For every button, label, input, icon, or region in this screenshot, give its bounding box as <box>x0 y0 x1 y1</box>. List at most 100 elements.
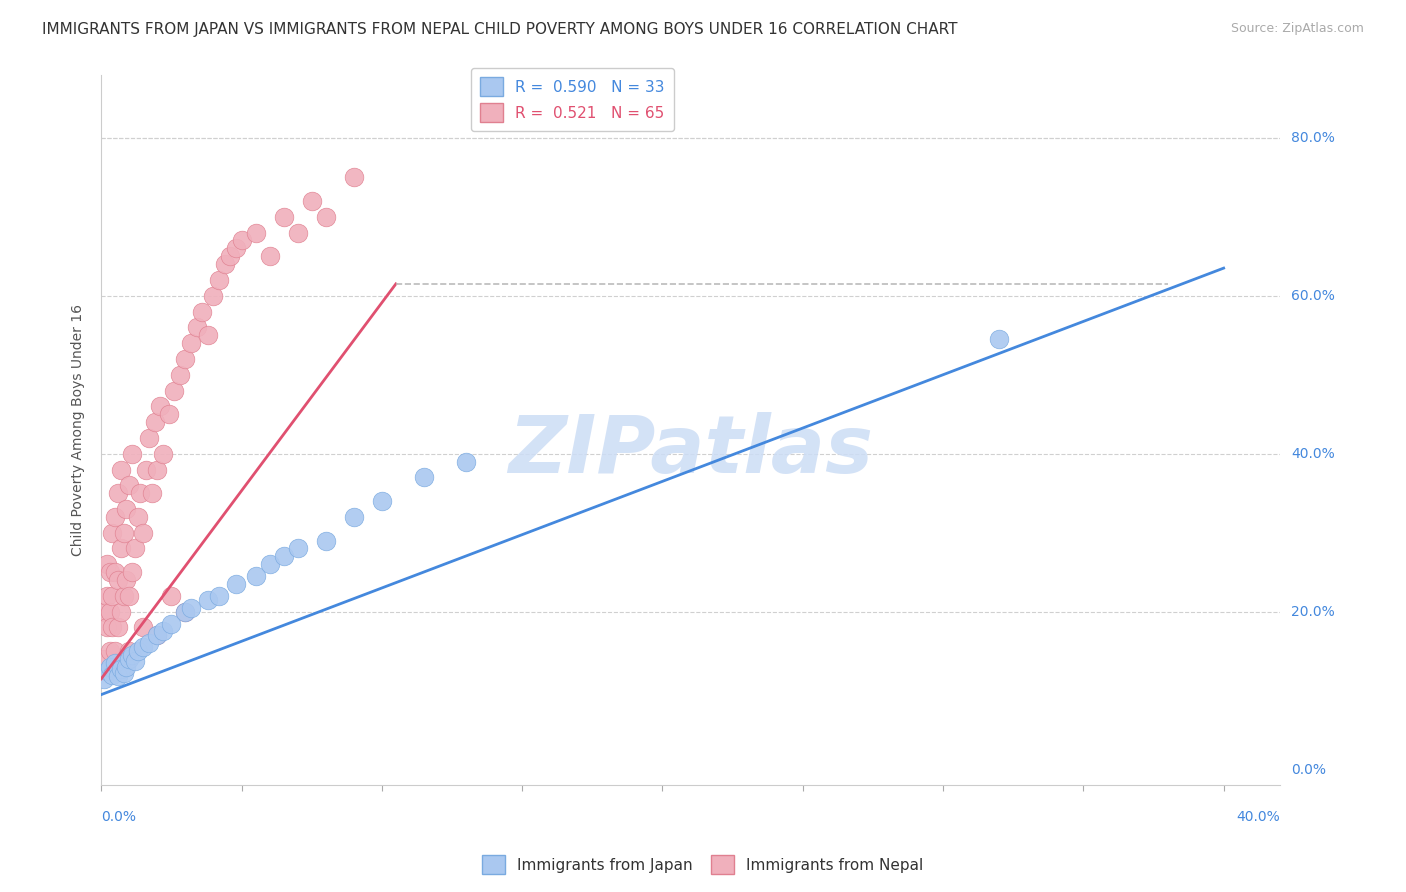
Point <box>121 447 143 461</box>
Point <box>101 620 124 634</box>
Point <box>141 486 163 500</box>
Point <box>132 640 155 655</box>
Point <box>202 289 225 303</box>
Point <box>98 644 121 658</box>
Point <box>101 525 124 540</box>
Point <box>273 210 295 224</box>
Point <box>112 589 135 603</box>
Point <box>104 644 127 658</box>
Point <box>191 304 214 318</box>
Point <box>225 577 247 591</box>
Point <box>124 541 146 556</box>
Point <box>149 400 172 414</box>
Point <box>96 558 118 572</box>
Text: Source: ZipAtlas.com: Source: ZipAtlas.com <box>1230 22 1364 36</box>
Point <box>174 605 197 619</box>
Point <box>160 589 183 603</box>
Point <box>115 660 138 674</box>
Point <box>245 226 267 240</box>
Point <box>301 194 323 208</box>
Point <box>169 368 191 382</box>
Point <box>146 462 169 476</box>
Point <box>152 624 174 639</box>
Point <box>107 669 129 683</box>
Point <box>132 525 155 540</box>
Point <box>121 565 143 579</box>
Point <box>157 407 180 421</box>
Point <box>225 241 247 255</box>
Point <box>115 573 138 587</box>
Point <box>118 652 141 666</box>
Point <box>197 592 219 607</box>
Text: 0.0%: 0.0% <box>1291 763 1326 777</box>
Point <box>163 384 186 398</box>
Point <box>110 661 132 675</box>
Text: 20.0%: 20.0% <box>1291 605 1334 619</box>
Point <box>231 234 253 248</box>
Point <box>110 605 132 619</box>
Point <box>214 257 236 271</box>
Point <box>208 273 231 287</box>
Point <box>143 415 166 429</box>
Text: 40.0%: 40.0% <box>1291 447 1334 461</box>
Point <box>343 170 366 185</box>
Point <box>124 654 146 668</box>
Point <box>93 652 115 666</box>
Point <box>121 648 143 662</box>
Point <box>160 616 183 631</box>
Point <box>127 509 149 524</box>
Point <box>988 332 1011 346</box>
Point <box>96 664 118 678</box>
Point <box>146 628 169 642</box>
Text: IMMIGRANTS FROM JAPAN VS IMMIGRANTS FROM NEPAL CHILD POVERTY AMONG BOYS UNDER 16: IMMIGRANTS FROM JAPAN VS IMMIGRANTS FROM… <box>42 22 957 37</box>
Point <box>104 509 127 524</box>
Point <box>152 447 174 461</box>
Text: 40.0%: 40.0% <box>1236 810 1279 824</box>
Point <box>104 656 127 670</box>
Point <box>180 600 202 615</box>
Point <box>101 668 124 682</box>
Text: 0.0%: 0.0% <box>101 810 136 824</box>
Point <box>413 470 436 484</box>
Text: ZIPatlas: ZIPatlas <box>508 412 873 491</box>
Point <box>98 605 121 619</box>
Point <box>219 249 242 263</box>
Point <box>93 605 115 619</box>
Point <box>129 486 152 500</box>
Legend: R =  0.590   N = 33, R =  0.521   N = 65: R = 0.590 N = 33, R = 0.521 N = 65 <box>471 68 673 131</box>
Point <box>104 565 127 579</box>
Point <box>96 589 118 603</box>
Point <box>110 541 132 556</box>
Point <box>273 549 295 564</box>
Point <box>186 320 208 334</box>
Point <box>107 620 129 634</box>
Point <box>208 589 231 603</box>
Y-axis label: Child Poverty Among Boys Under 16: Child Poverty Among Boys Under 16 <box>72 304 86 556</box>
Point <box>287 541 309 556</box>
Point <box>132 620 155 634</box>
Point <box>112 525 135 540</box>
Point <box>287 226 309 240</box>
Point <box>197 328 219 343</box>
Point <box>259 558 281 572</box>
Point <box>454 455 477 469</box>
Point <box>371 494 394 508</box>
Point <box>98 660 121 674</box>
Point <box>174 605 197 619</box>
Point <box>110 462 132 476</box>
Point <box>115 502 138 516</box>
Point <box>180 336 202 351</box>
Point <box>138 431 160 445</box>
Point <box>112 666 135 681</box>
Point <box>245 569 267 583</box>
Point <box>315 210 337 224</box>
Point <box>96 620 118 634</box>
Point <box>98 565 121 579</box>
Point <box>343 509 366 524</box>
Point <box>107 486 129 500</box>
Point <box>107 573 129 587</box>
Point <box>259 249 281 263</box>
Point <box>138 636 160 650</box>
Legend: Immigrants from Japan, Immigrants from Nepal: Immigrants from Japan, Immigrants from N… <box>477 849 929 880</box>
Point <box>118 589 141 603</box>
